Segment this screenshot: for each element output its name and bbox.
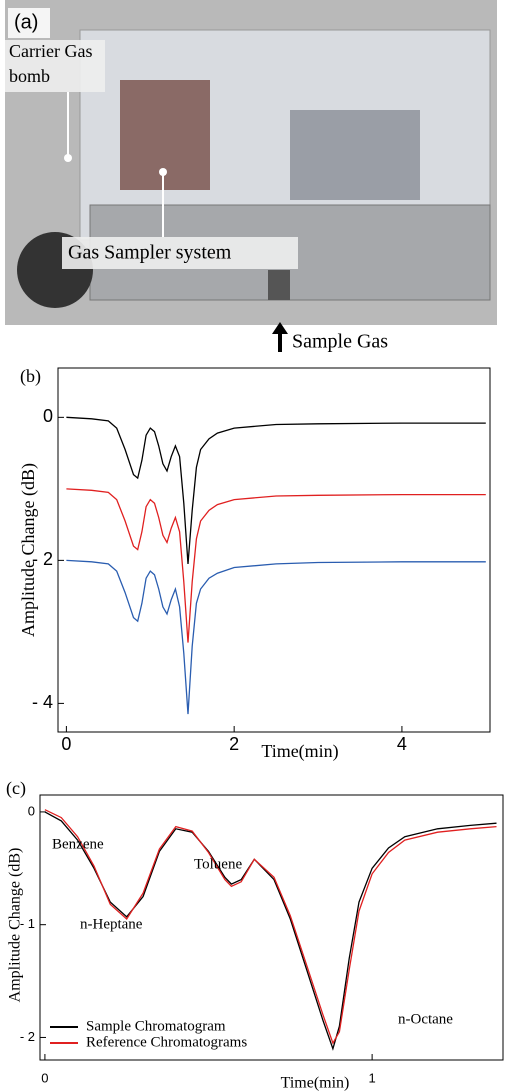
y-tick-label: - 1 [20, 916, 35, 931]
panel-label: (b) [20, 366, 41, 387]
y-axis-label: Amplitude Change (dB) [7, 848, 24, 1003]
plot-frame [57, 367, 491, 733]
inlet [268, 270, 290, 300]
legend-label: Reference Chromatograms [86, 1034, 247, 1050]
legend-label: Sample Chromatogram [86, 1018, 226, 1034]
arrow [272, 322, 288, 352]
annotation: Toluene [194, 856, 242, 872]
photo: (a) Carrier Gas bomb Gas Sampler system … [5, 0, 497, 353]
leader-dot [64, 154, 72, 162]
series-line [44, 809, 497, 1045]
y-tick-label: - 4 [32, 692, 53, 712]
annotation: n-Heptane [80, 916, 143, 932]
leader-dot [159, 168, 167, 176]
x-tick-label: 0 [61, 734, 71, 754]
series-line [66, 488, 486, 643]
x-tick-label: 4 [397, 734, 407, 754]
label-box [62, 237, 298, 269]
photo-label: Carrier Gas [9, 41, 92, 61]
panel-label: (a) [14, 11, 38, 33]
y-tick-label: - 2 [20, 1029, 35, 1044]
photo-label: Gas Sampler system [68, 242, 232, 264]
y-axis-label: Amplitude Change (dB) [18, 463, 39, 637]
series-line [66, 559, 486, 715]
y-tick-label: 0 [43, 406, 53, 426]
x-axis-label: Time(min) [281, 1075, 350, 1092]
sampler-block [290, 110, 420, 200]
y-tick-label: 0 [28, 803, 35, 818]
panel-label: (c) [6, 778, 26, 799]
series-line [66, 416, 486, 564]
annotation: n-Octane [398, 1011, 453, 1027]
label-box [5, 40, 105, 92]
x-axis-label: Time(min) [261, 741, 338, 762]
photo-label: Sample Gas [292, 331, 388, 353]
x-tick-label: 2 [229, 734, 239, 754]
x-tick-label: 1 [368, 1070, 375, 1085]
y-tick-label: - 2 [32, 549, 53, 569]
plot-frame [39, 794, 504, 1061]
label-box [8, 8, 50, 38]
x-tick-label: 0 [41, 1070, 48, 1085]
annotation: Benzene [52, 836, 104, 852]
photo-label: bomb [9, 66, 50, 86]
